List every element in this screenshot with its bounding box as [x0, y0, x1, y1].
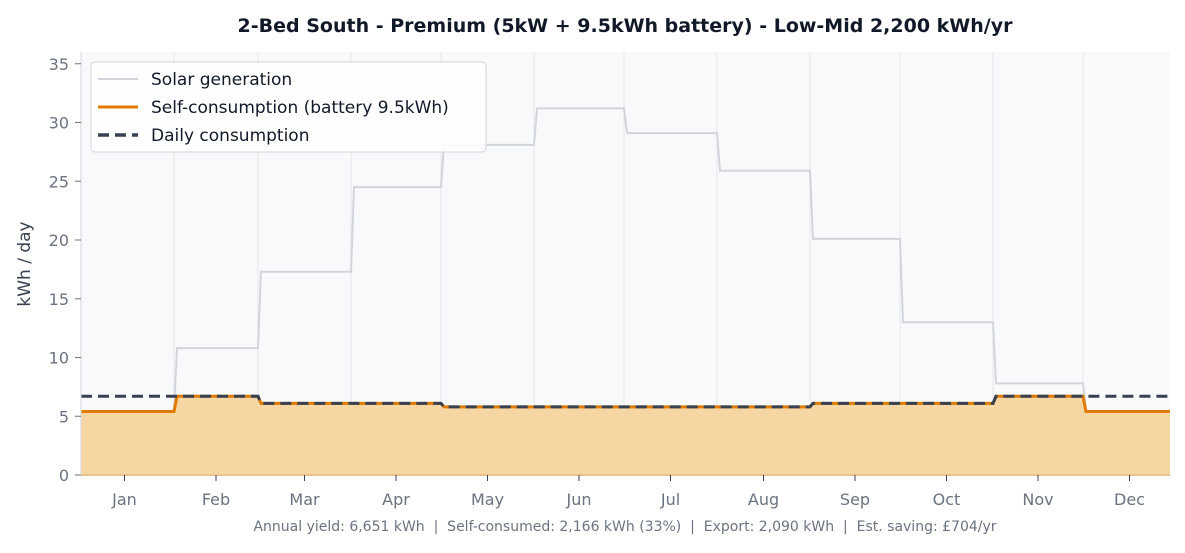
legend-label: Self-consumption (battery 9.5kWh) [151, 98, 449, 118]
x-tick-label: May [471, 490, 504, 509]
legend-label: Solar generation [151, 70, 292, 90]
x-tick-label: Jun [566, 490, 592, 509]
legend-label: Daily consumption [151, 126, 310, 146]
y-tick-label: 5 [59, 407, 69, 426]
x-tick-label: Jan [111, 490, 137, 509]
y-tick-label: 20 [49, 231, 69, 250]
x-tick-label: Apr [382, 490, 410, 509]
footer-summary: Annual yield: 6,651 kWh | Self-consumed:… [253, 519, 996, 535]
y-axis-label: kWh / day [15, 221, 35, 306]
legend-box [90, 61, 487, 153]
solar-generation-line [81, 107, 1170, 413]
x-tick-label: Feb [202, 490, 230, 509]
x-tick-label: Oct [933, 490, 961, 509]
self-consumption-area [81, 396, 1170, 475]
y-tick-label: 25 [49, 172, 69, 191]
x-tick-label: Dec [1114, 490, 1145, 509]
y-tick-label: 0 [59, 466, 69, 485]
x-tick-label: Aug [748, 490, 779, 509]
legend: Solar generation Self-consumption (batter… [90, 61, 487, 153]
y-tick-label: 15 [49, 290, 69, 309]
chart-title: 2-Bed South - Premium (5kW + 9.5kWh batt… [238, 15, 1014, 37]
y-tick-label: 30 [49, 114, 69, 133]
y-tick-label: 10 [49, 349, 69, 368]
x-tick-label: Jul [660, 490, 680, 509]
y-tick-label: 35 [49, 55, 69, 74]
x-tick-label: Nov [1022, 490, 1053, 509]
x-tick-label: Mar [289, 490, 320, 509]
x-tick-label: Sep [840, 490, 870, 509]
daily-consumption-line [81, 394, 1170, 409]
